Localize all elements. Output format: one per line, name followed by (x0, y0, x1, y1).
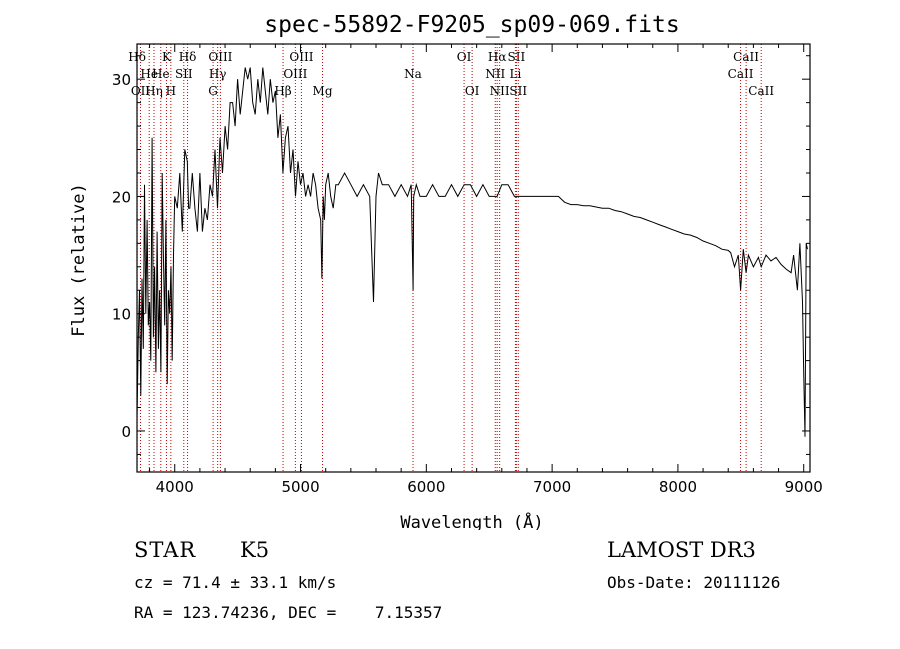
y-tick-label: 20 (112, 188, 131, 206)
y-tick-label: 0 (121, 423, 131, 441)
ra-dec-coordinates: RA = 123.74236, DEC = 7.15357 (134, 603, 443, 622)
line-marker-label: Hη (145, 84, 163, 98)
y-tick-label: 10 (112, 306, 131, 324)
x-tick-label: 8000 (659, 478, 697, 496)
x-tick-label: 5000 (281, 478, 319, 496)
line-marker-label: OIII (283, 67, 307, 81)
line-marker-label: OII (131, 84, 151, 98)
line-marker-label: K (162, 50, 172, 64)
line-marker-label: OI (465, 84, 480, 98)
y-tick-label: 30 (112, 71, 131, 89)
line-marker-label: Na (404, 67, 422, 81)
redshift-cz: cz = 71.4 ± 33.1 km/s (134, 573, 337, 592)
line-marker-label: Mg (313, 84, 333, 98)
line-marker-label: SII (508, 50, 526, 64)
line-marker-label: CaII (748, 84, 774, 98)
line-marker-label: Hγ (209, 67, 227, 81)
x-tick-label: 9000 (785, 478, 823, 496)
axis-ticks: 4000 5000 6000 7000 8000 9000 0 10 20 30 (112, 44, 823, 496)
line-marker-label: Hδ (179, 50, 197, 64)
object-class: STAR (134, 538, 197, 562)
line-marker-label: G (208, 84, 218, 98)
line-marker-label: OIII (289, 50, 313, 64)
line-marker-label: H (166, 84, 176, 98)
line-marker-label: CaII (728, 67, 754, 81)
line-marker-label: NII (490, 84, 510, 98)
line-marker-label: SII (175, 67, 193, 81)
axes-frame (136, 43, 811, 473)
line-marker-label: OIII (208, 50, 232, 64)
observation-date: Obs-Date: 20111126 (607, 573, 781, 592)
chart-title: spec-55892-F9205_sp09-069.fits (264, 12, 679, 38)
x-axis-label: Wavelength (Å) (400, 511, 543, 530)
line-marker-label: Hβ (274, 84, 291, 98)
x-tick-label: 4000 (156, 478, 194, 496)
line-marker-label: NII (485, 67, 505, 81)
x-tick-label: 7000 (533, 478, 571, 496)
spectrum-line (136, 67, 808, 437)
line-marker-label: OI (457, 50, 472, 64)
line-marker-label: Hα (488, 50, 507, 64)
line-marker-label: Li (509, 67, 521, 81)
survey-name: LAMOST DR3 (607, 538, 756, 562)
line-marker-label: He (152, 67, 170, 81)
line-marker-label: SII (509, 84, 527, 98)
x-tick-label: 6000 (407, 478, 445, 496)
spectral-subclass: K5 (240, 538, 270, 562)
y-axis-label: Flux (relative) (69, 183, 89, 337)
line-marker-label: CaII (733, 50, 759, 64)
